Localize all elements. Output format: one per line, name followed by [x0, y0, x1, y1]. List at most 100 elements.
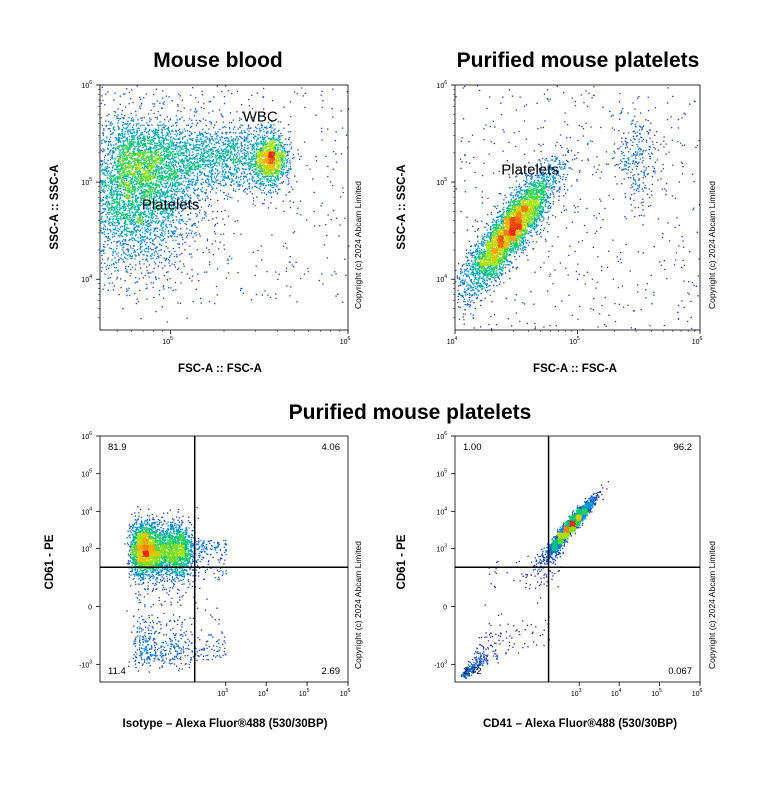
event-dot: [134, 147, 136, 149]
event-dot: [113, 195, 115, 197]
event-dot: [116, 138, 118, 140]
event-dot: [172, 161, 174, 163]
event-dot: [236, 175, 238, 177]
event-dot: [210, 198, 212, 201]
event-dot: [180, 228, 182, 230]
event-dot: [115, 137, 117, 139]
event-dot: [168, 156, 170, 158]
event-dot: [292, 157, 294, 159]
event-dot: [262, 141, 265, 143]
event-dot: [134, 199, 137, 202]
event-dot: [208, 155, 210, 157]
event-dot: [156, 199, 158, 201]
event-dot: [152, 257, 154, 259]
event-dot: [128, 176, 130, 178]
event-dot: [143, 158, 146, 160]
event-dot: [174, 194, 176, 196]
event-dot: [261, 155, 263, 158]
event-dot: [287, 161, 289, 163]
event-dot: [138, 163, 140, 165]
event-dot: [107, 259, 109, 261]
event-dot: [170, 200, 173, 202]
event-dot: [115, 267, 118, 269]
event-dot: [112, 132, 114, 134]
event-dot: [158, 181, 160, 183]
event-dot: [164, 259, 166, 261]
event-dot: [104, 246, 106, 248]
event-dot: [130, 222, 132, 224]
event-dot: [125, 224, 127, 226]
event-dot: [161, 165, 163, 168]
event-dot: [273, 124, 275, 126]
event-dot: [149, 212, 151, 214]
event-dot: [168, 215, 170, 217]
event-dot: [120, 153, 122, 155]
event-dot: [232, 146, 234, 149]
event-dot: [178, 138, 180, 141]
event-dot: [139, 240, 141, 242]
event-dot: [121, 180, 123, 182]
event-dot: [108, 203, 110, 206]
event-dot: [201, 219, 203, 221]
event-dot: [116, 164, 118, 166]
event-dot: [147, 191, 149, 193]
event-dot: [167, 230, 169, 233]
event-dot: [215, 132, 218, 135]
event-dot: [129, 160, 131, 162]
event-dot: [258, 172, 260, 174]
event-dot: [168, 180, 170, 182]
event-dot: [152, 165, 154, 167]
event-dot: [116, 230, 118, 232]
event-dot: [260, 165, 262, 167]
event-dot: [134, 162, 136, 164]
event-dot: [137, 211, 139, 213]
event-dot: [263, 153, 265, 155]
event-dot: [208, 178, 210, 181]
event-dot: [182, 188, 185, 190]
event-dot: [118, 240, 120, 242]
event-dot: [163, 177, 165, 179]
event-dot: [264, 144, 267, 146]
event-dot: [155, 129, 157, 131]
event-dot: [281, 175, 284, 177]
event-dot: [140, 237, 142, 239]
event-dot: [293, 156, 295, 159]
event-dot: [160, 235, 162, 237]
event-dot: [267, 158, 270, 160]
event-dot: [114, 270, 116, 272]
event-dot: [153, 165, 155, 167]
event-dot: [113, 193, 116, 195]
event-dot: [160, 239, 162, 241]
event-dot: [157, 209, 160, 211]
event-dot: [135, 239, 137, 242]
event-dot: [152, 239, 154, 241]
event-dot: [154, 187, 157, 190]
event-dot: [271, 145, 273, 147]
event-dot: [256, 164, 258, 166]
event-dot: [269, 175, 272, 177]
event-dot: [135, 171, 137, 173]
event-dot: [109, 177, 112, 179]
event-dot: [141, 177, 143, 179]
event-dot: [169, 255, 171, 257]
event-dot: [266, 172, 268, 175]
event-dot: [125, 265, 127, 267]
event-dot: [265, 160, 267, 162]
event-dot: [140, 201, 143, 204]
event-dot: [231, 147, 234, 149]
event-dot: [268, 179, 270, 182]
event-dot: [280, 159, 282, 161]
event-dot: [119, 184, 121, 186]
event-dot: [118, 128, 120, 131]
event-dot: [248, 167, 250, 169]
event-dot: [186, 164, 189, 167]
event-dot: [135, 255, 137, 257]
event-dot: [173, 180, 176, 182]
event-dot: [139, 184, 141, 186]
event-dot: [281, 150, 283, 152]
event-dot: [201, 217, 204, 219]
event-dot: [178, 220, 180, 222]
event-dot: [123, 151, 125, 154]
event-dot: [132, 102, 134, 104]
event-dot: [122, 200, 124, 202]
